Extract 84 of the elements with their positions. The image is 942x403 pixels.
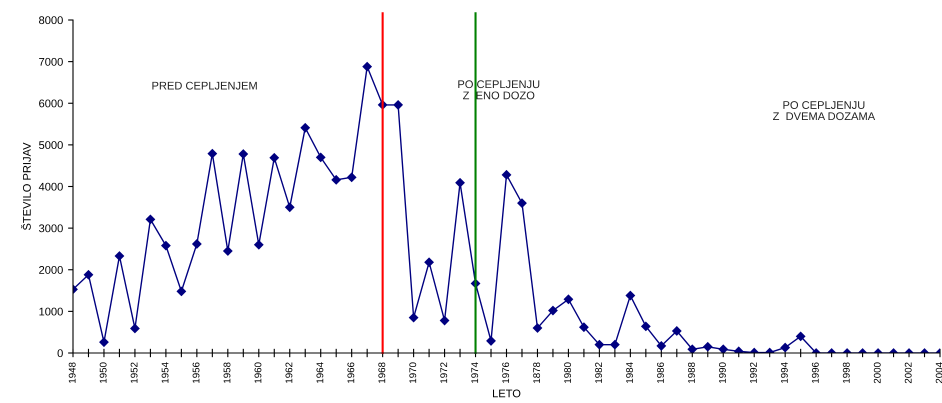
y-tick-label: 0: [58, 349, 63, 358]
point: [285, 202, 294, 212]
x-tick-label: 1974: [471, 362, 478, 383]
x-tick-label: 1964: [316, 362, 324, 383]
x-tick-label: 1994: [780, 362, 788, 383]
annotation: PO CEPLJENJU Z DVEMA DOZAMA: [772, 101, 876, 120]
x-tick-label: 1958: [224, 362, 230, 383]
point: [548, 306, 558, 316]
point: [362, 62, 372, 72]
point: [161, 240, 171, 250]
point: [223, 246, 232, 256]
x-tick-label: 1980: [564, 362, 572, 383]
point: [703, 342, 712, 352]
point: [254, 240, 264, 250]
x-tick-label: 1970: [409, 362, 416, 383]
x-tick-label: 1952: [130, 362, 138, 383]
x-tick-label: 1950: [100, 362, 107, 383]
annotation: PO CEPLJENJU Z ENO DOZO: [458, 80, 540, 100]
y-tick-label: 4000: [38, 182, 63, 191]
point: [146, 214, 156, 224]
point: [718, 344, 728, 353]
x-tick-label: 1982: [595, 362, 602, 383]
point: [656, 341, 666, 351]
point: [532, 323, 542, 333]
x-tick-label: 1976: [502, 362, 510, 383]
x-tick-label: 1960: [254, 362, 262, 383]
point: [688, 344, 697, 353]
point: [316, 152, 326, 162]
point: [408, 312, 418, 322]
point: [332, 175, 341, 184]
point: [424, 258, 434, 267]
x-tick-label: 1972: [440, 362, 448, 383]
point: [672, 326, 682, 336]
point: [84, 270, 94, 280]
point: [594, 340, 604, 350]
point: [176, 286, 186, 296]
x-tick-label: 2000: [874, 362, 881, 384]
point: [270, 153, 279, 162]
y-tick-label: 5000: [39, 141, 63, 150]
y-tick-label: 2000: [39, 266, 63, 274]
point: [238, 149, 248, 159]
point: [192, 239, 202, 249]
x-tick-label: 1968: [378, 362, 386, 383]
x-tick-label: 1986: [657, 362, 664, 383]
point: [130, 324, 140, 334]
y-tick-label: 8000: [39, 16, 63, 24]
x-tick-label: 1990: [718, 362, 726, 383]
x-tick-label: 1988: [688, 362, 695, 383]
point: [610, 340, 620, 350]
y-axis-title: ŠTEVILO PRIJAV: [20, 142, 31, 230]
x-tick-label: 1984: [626, 362, 633, 383]
x-tick-label: 1998: [842, 362, 850, 383]
x-tick-label: 1878: [533, 362, 540, 383]
point: [99, 338, 109, 347]
x-tick-label: 1956: [192, 362, 200, 383]
y-tick-label: 3000: [38, 224, 63, 232]
point: [780, 342, 790, 352]
x-axis-title: LETO: [493, 390, 520, 398]
point: [486, 336, 496, 346]
x-tick-label: 1954: [162, 362, 169, 383]
y-tick-label: 7000: [39, 58, 63, 66]
point: [300, 123, 310, 132]
x-tick-label: 1966: [347, 362, 354, 383]
x-tick-label: 1948: [68, 362, 76, 383]
x-tick-label: 1962: [285, 362, 292, 383]
y-tick-label: 1000: [39, 308, 63, 316]
point: [579, 322, 589, 332]
point: [502, 170, 512, 180]
point: [564, 294, 574, 304]
point: [347, 172, 356, 182]
point: [517, 198, 527, 208]
point: [394, 100, 403, 110]
point: [440, 316, 450, 326]
y-tick-label: 6000: [39, 100, 63, 108]
point: [455, 178, 465, 188]
x-tick-label: 1996: [812, 362, 819, 383]
point: [114, 251, 124, 261]
point: [796, 332, 806, 341]
point: [641, 322, 650, 331]
annotation: PRED CEPLJENJEM: [152, 82, 257, 90]
point: [626, 290, 635, 300]
point: [208, 148, 217, 158]
x-tick-label: 1992: [750, 362, 757, 383]
x-tick-label: 2002: [904, 362, 912, 384]
